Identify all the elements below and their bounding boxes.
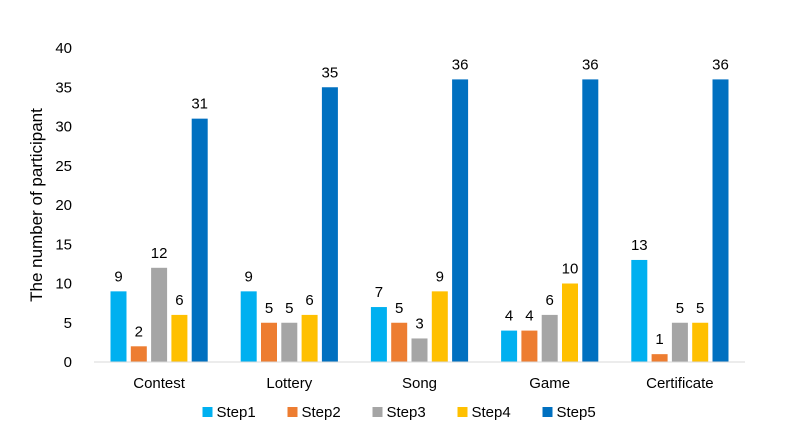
y-tick-label-5: 5 (64, 315, 72, 332)
data-label-certificate-step3: 5 (676, 300, 684, 317)
data-label-contest-step2: 2 (135, 323, 143, 340)
data-label-certificate-step2: 1 (655, 331, 663, 348)
data-label-lottery-step5: 35 (322, 64, 339, 81)
legend-label-step3: Step3 (387, 404, 426, 421)
bar-lottery-step3 (281, 322, 298, 362)
bar-certificate-step2 (651, 354, 668, 362)
y-tick-label-15: 15 (55, 236, 72, 253)
bar-contest-step5 (191, 118, 208, 363)
x-tick-label-contest: Contest (133, 375, 186, 392)
data-label-lottery-step3: 5 (285, 300, 293, 317)
bar-contest-step1 (110, 291, 127, 362)
legend-swatch-step2 (287, 407, 298, 417)
y-tick-label-30: 30 (55, 119, 72, 136)
bar-lottery-step1 (240, 291, 257, 362)
data-label-contest-step5: 31 (191, 96, 208, 113)
bar-game-step4 (562, 283, 578, 362)
data-label-lottery-step1: 9 (245, 268, 253, 285)
legend-label-step4: Step4 (472, 404, 511, 421)
bar-certificate-step5 (712, 79, 729, 363)
data-label-song-step1: 7 (375, 284, 383, 301)
bar-lottery-step2 (261, 322, 277, 362)
bar-song-step2 (391, 322, 408, 362)
x-tick-label-song: Song (402, 375, 437, 392)
y-axis-title: The number of participant (27, 108, 46, 302)
y-tick-label-0: 0 (64, 354, 72, 371)
data-label-certificate-step5: 36 (712, 56, 729, 73)
bar-song-step5 (452, 79, 469, 363)
legend-swatch-step3 (372, 407, 383, 417)
data-label-lottery-step4: 6 (305, 292, 313, 309)
legend-swatch-step1 (202, 407, 213, 417)
bar-song-step1 (370, 307, 387, 362)
data-label-game-step5: 36 (582, 56, 599, 73)
bar-certificate-step4 (692, 322, 709, 362)
bar-lottery-step4 (301, 314, 318, 362)
bars (110, 79, 729, 363)
data-label-contest-step4: 6 (175, 292, 183, 309)
y-axis-tick-labels: 0 5 10 15 20 25 30 35 40 (55, 40, 72, 371)
data-label-certificate-step4: 5 (696, 300, 704, 317)
bar-game-step5 (582, 79, 599, 363)
x-tick-label-lottery: Lottery (266, 375, 312, 392)
data-label-song-step2: 5 (395, 300, 403, 317)
legend-swatch-step5 (542, 407, 553, 417)
x-tick-label-certificate: Certificate (646, 375, 714, 392)
bar-game-step2 (521, 330, 538, 362)
bar-game-step3 (541, 314, 558, 362)
bar-certificate-step3 (671, 322, 688, 362)
y-tick-label-40: 40 (55, 40, 72, 57)
data-label-song-step5: 36 (452, 56, 469, 73)
data-label-contest-step3: 12 (151, 245, 168, 262)
data-label-lottery-step2: 5 (265, 300, 273, 317)
bar-contest-step4 (171, 314, 188, 362)
data-label-game-step3: 6 (546, 292, 554, 309)
bar-song-step3 (411, 338, 428, 362)
data-label-game-step1: 4 (505, 308, 513, 325)
bar-song-step4 (431, 291, 448, 362)
bar-contest-step3 (151, 267, 168, 362)
bar-lottery-step5 (321, 87, 338, 362)
data-label-certificate-step1: 13 (631, 237, 648, 254)
data-label-game-step2: 4 (525, 308, 533, 325)
bar-certificate-step1 (631, 259, 648, 362)
legend-swatch-step4 (457, 407, 468, 417)
legend-label-step2: Step2 (302, 404, 341, 421)
legend-label-step5: Step5 (557, 404, 596, 421)
bar-contest-step2 (130, 346, 147, 362)
y-tick-label-35: 35 (55, 79, 72, 96)
y-tick-label-10: 10 (55, 276, 72, 293)
data-label-contest-step1: 9 (114, 268, 122, 285)
data-label-song-step4: 9 (436, 268, 444, 285)
data-label-song-step3: 3 (415, 315, 423, 332)
x-axis-category-labels: Contest Lottery Song Game Certificate (133, 375, 713, 392)
legend-label-step1: Step1 (217, 404, 256, 421)
data-label-game-step4: 10 (562, 261, 579, 278)
y-tick-label-20: 20 (55, 197, 72, 214)
legend: Step1 Step2 Step3 Step4 Step5 (202, 404, 596, 421)
y-tick-label-25: 25 (55, 158, 72, 175)
bar-game-step1 (501, 330, 518, 362)
x-tick-label-game: Game (529, 375, 570, 392)
